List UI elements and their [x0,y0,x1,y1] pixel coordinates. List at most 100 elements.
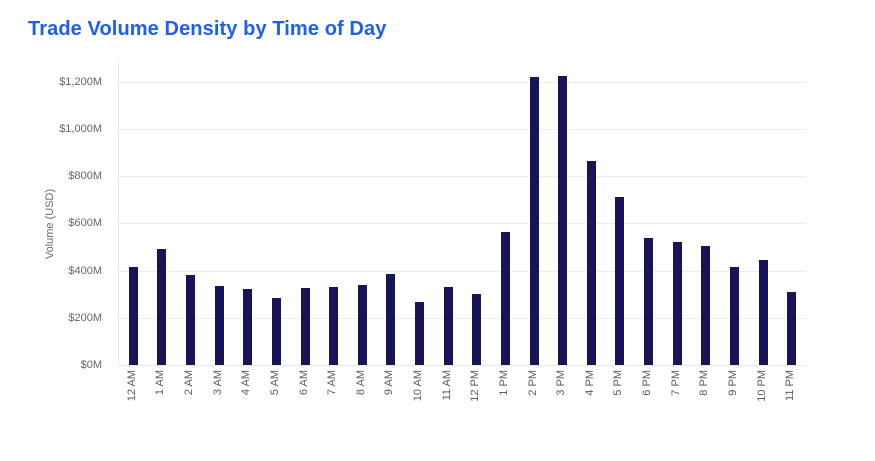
bar-11am[interactable] [443,287,453,365]
bar-slot [520,62,549,365]
x-tick-label: 11 AM [440,370,453,401]
bar-slot [491,62,520,365]
x-tick-label: 1 PM [497,370,510,396]
bar-slot [606,62,635,365]
bar-slot [777,62,806,365]
bar-9pm[interactable] [729,267,739,365]
y-tick-label: $200M [68,311,102,324]
bar-2pm[interactable] [529,76,539,365]
x-label-slot: 8 AM [347,370,376,432]
x-tick-label: 10 PM [755,370,768,402]
x-tick-label: 4 PM [583,370,596,396]
x-label-slot: 1 PM [490,370,519,432]
x-label-slot: 7 PM [662,370,691,432]
y-tick-label: $600M [68,217,102,230]
gridline [119,317,806,319]
bar-slot [176,62,205,365]
plot-area [118,62,806,366]
bar-3am[interactable] [214,285,224,365]
x-label-slot: 1 AM [147,370,176,432]
bar-5am[interactable] [271,297,281,365]
x-label-slot: 11 PM [776,370,805,432]
gridline [119,223,806,225]
bar-5pm[interactable] [615,197,625,365]
bar-slot [119,62,148,365]
bar-slot [262,62,291,365]
bar-8am[interactable] [357,284,367,365]
bars-layer [119,62,806,365]
chart-title: Trade Volume Density by Time of Day [28,18,387,40]
y-tick-label: $1,200M [59,75,102,88]
bar-2am[interactable] [186,275,196,365]
bar-slot [749,62,778,365]
bar-12am[interactable] [128,267,138,365]
x-label-slot: 3 AM [204,370,233,432]
bar-7am[interactable] [329,287,339,365]
x-label-slot: 4 PM [576,370,605,432]
x-label-slot: 2 PM [519,370,548,432]
x-tick-label: 11 PM [784,370,797,401]
bar-slot [577,62,606,365]
bar-slot [720,62,749,365]
y-tick-label: $0M [80,359,102,371]
bar-slot [205,62,234,365]
x-tick-label: 7 AM [326,370,339,396]
bar-1pm[interactable] [500,231,510,365]
x-tick-label: 5 AM [268,370,281,396]
bar-4am[interactable] [243,289,253,365]
bar-slot [405,62,434,365]
gridline [119,128,806,130]
x-tick-label: 6 PM [641,370,654,396]
gridline [119,270,806,272]
x-label-slot: 2 AM [175,370,204,432]
bar-slot [319,62,348,365]
bar-4pm[interactable] [586,160,596,365]
bar-slot [548,62,577,365]
bar-9am[interactable] [386,274,396,365]
bar-6pm[interactable] [644,237,654,365]
x-tick-label: 8 PM [698,370,711,396]
x-tick-label: 10 AM [412,370,425,402]
x-label-slot: 12 AM [118,370,147,432]
bar-slot [692,62,721,365]
x-tick-label: 7 PM [669,370,682,396]
y-tick-label: $400M [68,264,102,277]
bar-8pm[interactable] [701,245,711,365]
bar-slot [434,62,463,365]
bar-1am[interactable] [157,249,167,365]
x-label-slot: 10 AM [404,370,433,432]
x-tick-label: 9 AM [383,370,396,396]
x-label-slot: 4 AM [233,370,262,432]
x-label-slot: 12 PM [462,370,491,432]
y-axis-ticks: $0M $200M $400M $600M $800M $1,000M $1,200M [0,62,110,371]
x-label-slot: 5 AM [261,370,290,432]
x-tick-label: 2 PM [526,370,539,396]
bar-10am[interactable] [415,302,425,365]
x-label-slot: 8 PM [691,370,720,432]
x-label-slot: 11 AM [433,370,462,432]
gridline [119,365,806,366]
bar-11pm[interactable] [787,291,797,365]
bar-12pm[interactable] [472,294,482,365]
bar-7pm[interactable] [672,242,682,365]
bar-6am[interactable] [300,288,310,365]
bar-slot [663,62,692,365]
x-tick-label: 3 AM [211,370,224,396]
gridline [119,81,806,83]
x-label-slot: 10 PM [748,370,777,432]
bar-3pm[interactable] [558,75,568,365]
bar-slot [634,62,663,365]
bar-10pm[interactable] [758,259,768,365]
bar-slot [377,62,406,365]
x-label-slot: 7 AM [318,370,347,432]
bar-slot [463,62,492,365]
bar-slot [291,62,320,365]
bar-slot [148,62,177,365]
y-tick-label: $800M [68,170,102,183]
gridline [119,176,806,178]
x-axis-labels: 12 AM 1 AM 2 AM 3 AM 4 AM 5 AM 6 AM 7 AM 8 AM 9 A… [118,370,805,432]
x-label-slot: 6 AM [290,370,319,432]
x-label-slot: 9 PM [719,370,748,432]
x-tick-label: 2 AM [183,370,196,396]
